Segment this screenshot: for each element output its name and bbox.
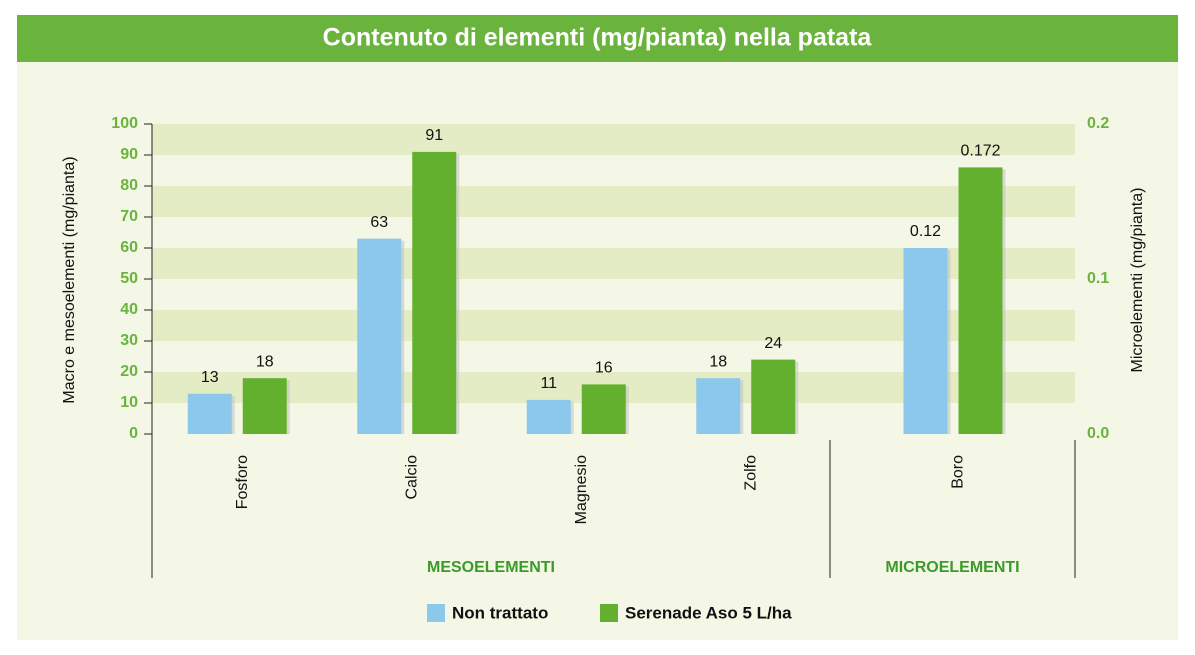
bar [526,399,571,434]
y-tick-label: 70 [120,208,138,225]
group-label: MESOELEMENTI [427,559,555,576]
y-tick-label: 0 [129,425,138,442]
value-label: 11 [540,375,557,392]
value-label: 24 [764,335,782,352]
value-label: 0.172 [960,143,1000,160]
y-tick-label: 10 [120,394,138,411]
grid-band [152,124,1075,155]
value-label: 18 [256,353,274,370]
legend-swatch [427,604,445,622]
bar [412,151,457,434]
bar [357,238,402,434]
group-label: MICROELEMENTI [885,559,1019,576]
y2-tick-label: 0.0 [1087,425,1109,442]
x-tick-label: Magnesio [573,455,590,524]
bar [958,167,1003,434]
x-tick-label: Fosforo [234,455,251,509]
title-bar [17,15,1178,62]
value-label: 16 [595,360,613,377]
y-tick-label: 40 [120,301,138,318]
bar [187,393,232,434]
y-axis-title: Macro e mesoelementi (mg/pianta) [61,156,78,403]
legend-label: Non trattato [452,603,548,622]
chart-title: Contenuto di elementi (mg/pianta) nella … [323,24,873,52]
x-tick-label: Zolfo [742,455,759,491]
legend-swatch [600,604,618,622]
value-label: 91 [425,127,443,144]
grid-band [152,186,1075,217]
bar [581,384,626,434]
value-label: 13 [201,369,219,386]
y-tick-label: 20 [120,363,138,380]
bar [751,359,796,434]
legend-label: Serenade Aso 5 L/ha [625,603,792,622]
y-tick-label: 30 [120,332,138,349]
value-label: 18 [709,353,727,370]
y-tick-label: 50 [120,270,138,287]
bar [696,378,741,434]
y-tick-label: 80 [120,177,138,194]
x-tick-label: Boro [950,455,967,489]
y-tick-label: 60 [120,239,138,256]
bar [903,248,948,434]
y2-axis-title: Microelementi (mg/pianta) [1129,188,1146,373]
y-tick-label: 100 [111,115,138,132]
y-tick-label: 90 [120,146,138,163]
x-tick-label: Calcio [403,455,420,500]
value-label: 0.12 [910,223,941,240]
y2-tick-label: 0.1 [1087,270,1109,287]
value-label: 63 [370,214,388,231]
y2-tick-label: 0.2 [1087,115,1109,132]
bar [242,378,287,434]
